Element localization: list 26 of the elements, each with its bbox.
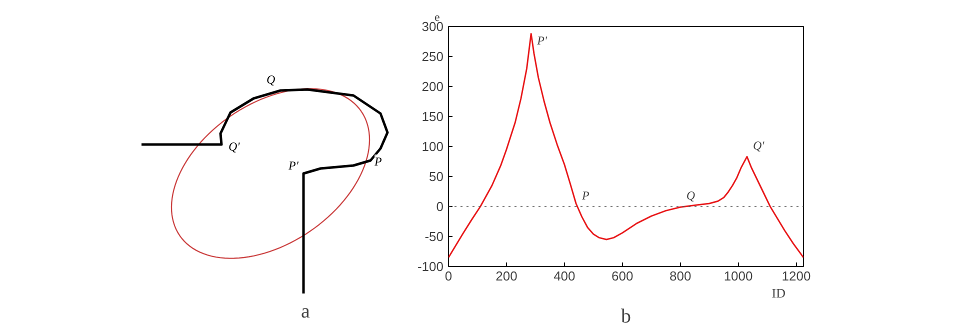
y-tick-label: 100: [422, 139, 444, 154]
x-tick-label: 800: [669, 268, 692, 284]
y-tick-label: -50: [424, 229, 444, 244]
line-series: [448, 32, 804, 258]
annotation: Q': [752, 138, 765, 153]
x-tick-label: 600: [612, 268, 634, 284]
y-tick-label: 250: [422, 49, 444, 64]
y-tick-label: 0: [436, 199, 444, 214]
annotation: Q: [686, 188, 696, 202]
text: a: [301, 300, 310, 322]
annotation: P: [581, 188, 590, 202]
x-tick-label: 200: [496, 268, 518, 284]
text: Q: [266, 72, 276, 86]
y-tick-label: 50: [429, 169, 444, 184]
text: P': [288, 158, 299, 172]
y-tick-label: 200: [422, 79, 444, 94]
y-tick-label: -100: [417, 259, 444, 274]
annotation: P': [536, 34, 548, 48]
x-tick-label: 1200: [782, 268, 811, 284]
text: Q': [228, 140, 240, 154]
text: P: [374, 154, 382, 168]
x-tick-label: 1000: [724, 268, 753, 284]
x-axis-title: ID: [772, 286, 786, 300]
x-tick-label: 400: [554, 268, 576, 284]
text: b: [621, 306, 631, 328]
y-tick-label: 150: [422, 109, 444, 124]
